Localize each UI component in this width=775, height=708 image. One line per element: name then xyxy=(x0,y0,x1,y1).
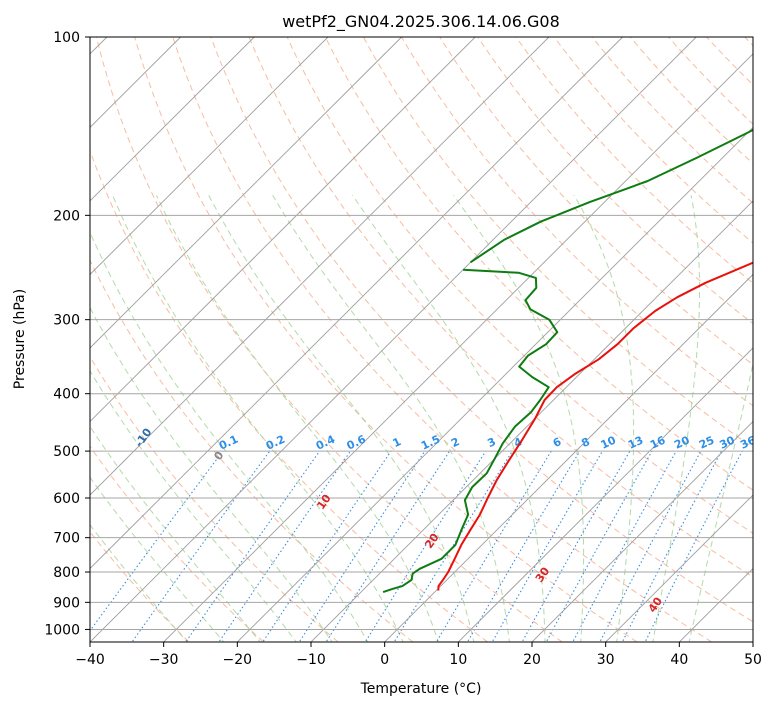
moist-adiabat-line xyxy=(272,195,510,642)
x-tick-label: −10 xyxy=(296,652,326,668)
dry-adiabat-line xyxy=(248,37,753,578)
isotherm-line xyxy=(90,37,255,202)
y-axis: 100 200 300 400 500 600 700 800 900 1000 xyxy=(44,30,90,638)
y-tick-label: 500 xyxy=(53,444,80,460)
moist-adiabat-line xyxy=(652,195,700,642)
dry-adiabat-line xyxy=(134,37,638,642)
mixing-ratio-line xyxy=(298,450,426,642)
isotherm-line xyxy=(90,37,476,423)
dry-adiabat-line xyxy=(96,37,563,642)
chart-title: wetPf2_GN04.2025.306.14.06.G08 xyxy=(282,12,560,32)
moist-adiabat-line xyxy=(90,524,188,642)
mixing-ratio-line xyxy=(466,450,581,642)
y-tick-label: 300 xyxy=(53,313,80,329)
mixing-ratio-line xyxy=(491,450,603,642)
isotherm-line xyxy=(90,37,402,349)
y-tick-label: 600 xyxy=(53,491,80,507)
mixing-ratio-label: 16 xyxy=(648,433,668,451)
dewpoint-profile-line xyxy=(469,128,753,264)
x-tick-label: 0 xyxy=(380,652,389,668)
mixing-ratio-line xyxy=(90,450,224,632)
isotherm-line xyxy=(605,494,753,642)
x-axis-label: Temperature (°C) xyxy=(360,681,482,697)
y-tick-label: 1000 xyxy=(44,622,80,638)
dry-adiabat-line xyxy=(477,37,753,325)
moist-adiabat-line xyxy=(90,476,225,642)
x-tick-label: −40 xyxy=(75,652,105,668)
dry-adiabat-line xyxy=(90,259,414,642)
dewpoint-profile-line xyxy=(382,268,559,594)
x-tick-label: 10 xyxy=(449,652,467,668)
mixing-ratio-label: 13 xyxy=(626,434,645,452)
mixing-ratio-line xyxy=(572,450,677,642)
mixing-ratio-line xyxy=(325,450,451,642)
mixing-ratio-line xyxy=(262,450,392,642)
y-tick-label: 100 xyxy=(53,30,80,46)
x-tick-label: 30 xyxy=(597,652,615,668)
moist-adiabat-line xyxy=(573,195,635,642)
mixing-ratio-line xyxy=(131,450,271,642)
dry-adiabat-line xyxy=(629,37,753,165)
isotherm-line xyxy=(163,53,753,642)
dry-adiabat-line xyxy=(324,37,753,491)
mixing-ratio-line xyxy=(621,450,722,642)
mixing-ratio-label: 25 xyxy=(697,434,716,452)
dry-adiabat-line xyxy=(591,37,753,204)
mixing-ratio-line xyxy=(185,450,321,642)
y-axis-label: Pressure (hPa) xyxy=(12,289,28,389)
isotherm-line xyxy=(237,126,753,642)
moist-adiabat-line xyxy=(90,306,333,642)
y-tick-label: 700 xyxy=(53,531,80,547)
plot-frame xyxy=(89,36,754,643)
isotherm-line xyxy=(458,347,753,642)
isotherm-line xyxy=(531,420,753,642)
plot-background xyxy=(90,37,753,642)
moist-adiabat-line xyxy=(112,195,404,642)
dry-adiabat-line xyxy=(210,37,753,623)
y-tick-label: 800 xyxy=(53,565,80,581)
mixing-ratio-label: 30 xyxy=(718,433,738,451)
mixing-ratio-label: 10 xyxy=(599,433,619,451)
mixing-ratio-line xyxy=(644,450,743,642)
dry-adiabat-line xyxy=(515,37,753,284)
isotherm-line xyxy=(90,37,329,276)
isotherm-line xyxy=(384,273,753,642)
mixing-ratio-label: 20 xyxy=(672,433,692,451)
mixing-ratio-line xyxy=(393,450,513,642)
y-tick-label: 900 xyxy=(53,595,80,611)
mixing-ratio-line xyxy=(218,450,351,642)
isotherm-line xyxy=(90,37,550,496)
isotherm-line xyxy=(90,37,623,570)
y-tick-label: 200 xyxy=(53,208,80,224)
x-tick-label: 50 xyxy=(744,652,762,668)
isotherm-line xyxy=(752,641,753,642)
x-tick-label: 40 xyxy=(670,652,688,668)
x-tick-label: −30 xyxy=(149,652,179,668)
x-tick-label: 20 xyxy=(523,652,541,668)
isotherm-line xyxy=(90,37,697,642)
mixing-ratio-line xyxy=(599,450,702,642)
dry-adiabat-line xyxy=(90,445,264,642)
profile-lines xyxy=(382,128,753,594)
dry-adiabat-line xyxy=(401,37,753,407)
x-tick-label: −20 xyxy=(223,652,253,668)
mixing-ratio-label: 36 xyxy=(738,433,758,451)
dry-adiabat-line xyxy=(172,37,712,642)
x-axis: −40 −30 −20 −10 0 10 20 30 40 50 xyxy=(75,642,762,668)
isotherm-line xyxy=(310,200,753,642)
moist-adiabat-line xyxy=(688,361,753,642)
temperature-profile-line xyxy=(437,261,753,591)
y-tick-label: 400 xyxy=(53,387,80,403)
moist-adiabat-line xyxy=(156,195,440,642)
